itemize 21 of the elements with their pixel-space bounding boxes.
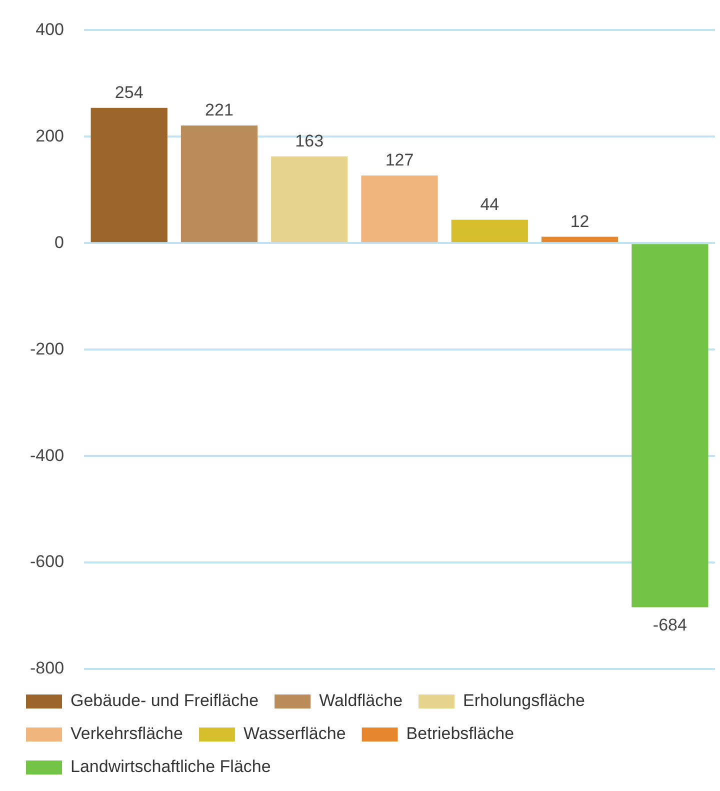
data-label: 12 xyxy=(570,212,590,231)
legend-label: Landwirtschaftliche Fläche xyxy=(70,757,271,776)
y-tick-label: -800 xyxy=(30,658,64,678)
y-tick-label: 0 xyxy=(54,232,64,252)
data-label: 221 xyxy=(205,100,234,120)
y-tick-label: 200 xyxy=(36,126,64,146)
data-label: 163 xyxy=(295,132,324,151)
legend-label: Verkehrsfläche xyxy=(70,724,183,744)
data-label: 44 xyxy=(480,194,500,214)
legend-label: Betriebsfläche xyxy=(406,724,514,744)
y-tick-label: -600 xyxy=(30,552,64,572)
data-label: 254 xyxy=(114,83,144,102)
y-tick-label: 400 xyxy=(36,20,64,39)
y-tick-label: -400 xyxy=(30,446,64,465)
legend-label: Gebäude- und Freifläche xyxy=(70,691,259,710)
data-label: 127 xyxy=(385,150,414,170)
legend-label: Erholungsfläche xyxy=(463,691,585,710)
data-label: -684 xyxy=(652,615,687,634)
legend-label: Wasserfläche xyxy=(243,724,346,744)
y-tick-label: -200 xyxy=(30,339,64,358)
legend-label: Waldfläche xyxy=(319,691,403,710)
